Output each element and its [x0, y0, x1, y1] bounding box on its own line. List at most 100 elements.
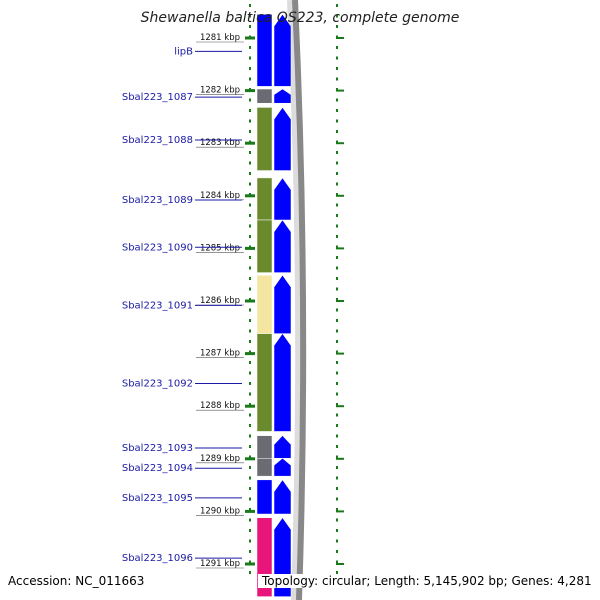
track-dot-left — [249, 119, 251, 123]
gene-label: Sbal223_1094 — [122, 463, 193, 474]
track-dot-left — [249, 539, 251, 543]
track-dot-right — [336, 14, 338, 18]
backbone-line — [292, 0, 307, 600]
ruler-label: 1281 kbp — [200, 33, 240, 43]
gene-labels: lipB Sbal223_1087 Sbal223_1088 Sbal223_1089… — [122, 46, 242, 564]
gene-label: Sbal223_1088 — [122, 135, 193, 146]
track-dot-right — [336, 361, 338, 364]
track-dot-right — [336, 56, 338, 60]
cds-feature — [273, 219, 292, 273]
right-tick — [336, 352, 344, 355]
gene-feature — [256, 333, 273, 432]
track-dot-right — [336, 203, 338, 207]
track-dot-left — [249, 371, 251, 375]
cds-feature — [273, 88, 292, 104]
gene-feature — [256, 107, 273, 171]
track-dot-right — [336, 340, 338, 343]
track-dot-right — [336, 308, 338, 312]
gene-feature — [256, 458, 273, 477]
track-dot-left — [249, 56, 251, 60]
ruler-tick — [245, 141, 255, 145]
ruler-tick — [245, 299, 255, 303]
track-dot-right — [336, 172, 338, 175]
track-dot-left — [249, 413, 251, 417]
ruler-label: 1284 kbp — [200, 191, 240, 201]
track-dot-right — [336, 25, 338, 28]
track-dot-right — [336, 476, 338, 480]
ruler-tick — [245, 562, 255, 566]
track-dot-right — [336, 77, 338, 81]
gene-label: Sbal223_1090 — [122, 242, 193, 253]
cds-feature — [273, 274, 292, 334]
track-dot-left — [249, 329, 251, 333]
gene-track — [256, 14, 273, 597]
gene-feature — [256, 435, 273, 459]
track-dot-right — [336, 403, 338, 406]
track-dot-left — [249, 560, 251, 564]
track-dot-left — [249, 25, 251, 28]
track-dot-left — [249, 77, 251, 81]
track-dot-left — [249, 382, 251, 385]
track-dot-right — [336, 140, 338, 144]
accession-text: Accession: NC_011663 — [8, 574, 145, 588]
track-dot-left — [249, 203, 251, 207]
track-dot-right — [336, 392, 338, 396]
track-dot-right — [336, 371, 338, 375]
ruler-tick — [245, 194, 255, 198]
right-tick — [336, 194, 344, 197]
track-dot-left — [249, 161, 251, 165]
track-dot-left — [249, 518, 251, 522]
track-dot-right — [336, 508, 338, 511]
track-dot-right — [336, 193, 338, 196]
ruler-label: 1291 kbp — [200, 559, 240, 569]
track-dot-right — [336, 571, 338, 574]
backbone-shadow — [287, 0, 306, 600]
track-dot-left — [249, 277, 251, 280]
position-ruler: 1281 kbp 1282 kbp 1283 kbp 1284 kbp 1285 kbp… — [196, 33, 255, 569]
track-dot-left — [249, 14, 251, 18]
track-dot-left — [249, 403, 251, 406]
track-dot-left — [249, 214, 251, 217]
track-dot-left — [249, 445, 251, 448]
right-tick — [336, 405, 344, 408]
track-dot-right — [336, 182, 338, 186]
track-dot-right — [336, 46, 338, 49]
track-dot-left — [249, 508, 251, 511]
track-dot-left — [249, 424, 251, 427]
ruler-label: 1283 kbp — [200, 138, 240, 148]
track-dot-left — [249, 67, 251, 70]
track-dot-right — [336, 151, 338, 154]
ruler-label: 1290 kbp — [200, 506, 240, 516]
track-dot-left — [249, 340, 251, 343]
track-dot-right — [336, 497, 338, 501]
track-dot-left — [249, 571, 251, 574]
ruler-label: 1286 kbp — [200, 296, 240, 306]
track-dot-left — [249, 256, 251, 259]
track-dot-left — [249, 46, 251, 49]
track-dot-left — [249, 130, 251, 133]
backbone — [287, 0, 307, 600]
track-dot-right — [336, 235, 338, 238]
gene-label: Sbal223_1095 — [122, 493, 193, 504]
gene-feature — [256, 479, 273, 515]
track-dot-left — [249, 4, 251, 7]
cds-feature — [273, 457, 292, 477]
ruler-label: 1289 kbp — [200, 454, 240, 464]
track-dot-right — [336, 67, 338, 70]
track-dot-right — [336, 445, 338, 448]
gene-label: Sbal223_1091 — [122, 300, 193, 311]
cds-feature — [273, 333, 292, 432]
cds-feature — [273, 479, 292, 515]
ruler-label: 1288 kbp — [200, 401, 240, 411]
track-dot-left — [249, 550, 251, 553]
right-tick — [336, 563, 344, 565]
track-dot-left — [249, 98, 251, 102]
track-dot-left — [249, 361, 251, 364]
track-dot-right — [336, 487, 338, 490]
right-tick — [336, 457, 344, 460]
gene-feature — [256, 14, 273, 87]
track-dot-right — [336, 256, 338, 259]
genome-summary-text: Topology: circular; Length: 5,145,902 bp… — [258, 574, 592, 588]
track-dot-left — [249, 287, 251, 291]
track-dot-left — [249, 308, 251, 312]
